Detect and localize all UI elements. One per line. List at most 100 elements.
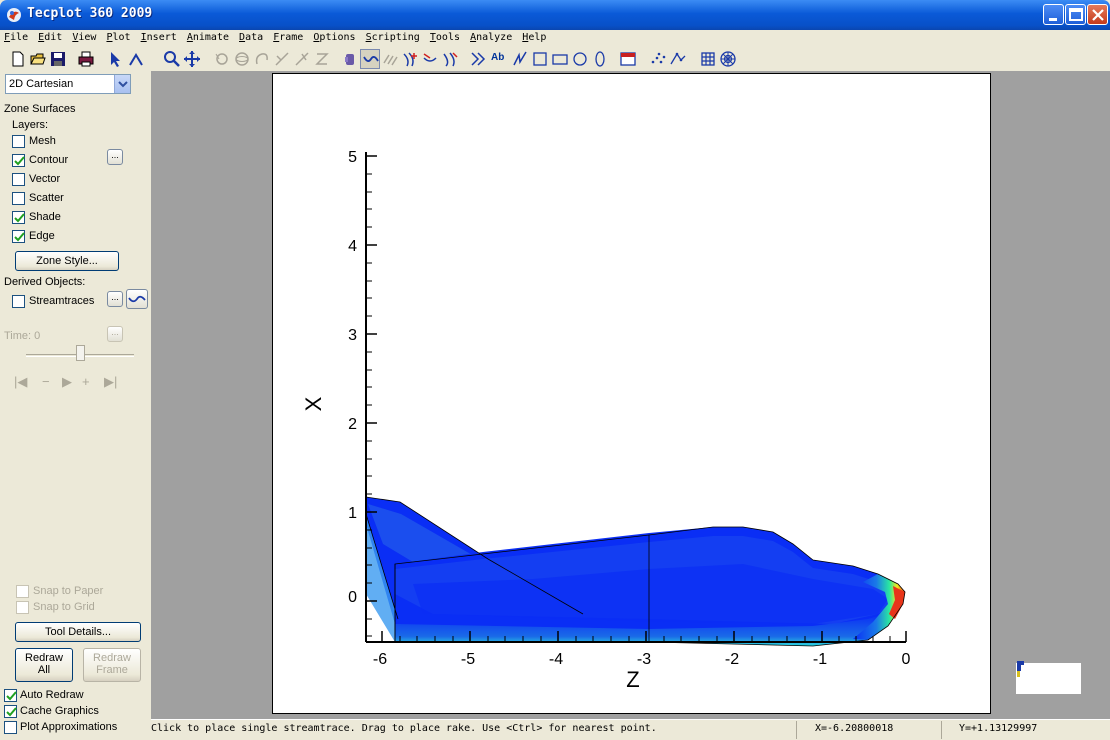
open-button[interactable] <box>28 49 48 69</box>
first-step-icon[interactable]: |◀ <box>14 374 28 389</box>
workspace[interactable]: 5 4 3 2 1 0 -6 -5 -4 -3 -2 -1 0 Z X <box>151 71 1110 719</box>
toolbar: Ab <box>0 47 1110 71</box>
streamtraces-details-button[interactable]: ... <box>107 291 123 307</box>
ellipse-tool[interactable] <box>590 49 610 69</box>
plot-frame[interactable]: 5 4 3 2 1 0 -6 -5 -4 -3 -2 -1 0 Z X <box>272 73 991 714</box>
contour-remove-tool[interactable] <box>420 49 440 69</box>
x-tick-label: -2 <box>725 651 739 668</box>
contour-label-tool[interactable] <box>440 49 460 69</box>
sidebar: 2D Cartesian Zone Surfaces Layers: Mesh … <box>0 71 151 740</box>
contour-add-tool[interactable] <box>400 49 420 69</box>
shade-checkbox[interactable] <box>12 211 25 224</box>
snap-to-grid-checkbox[interactable] <box>16 601 29 614</box>
mesh-checkbox[interactable] <box>12 135 25 148</box>
twist-z-tool[interactable] <box>312 49 332 69</box>
grid-tool[interactable] <box>698 49 718 69</box>
menu-frame[interactable]: Frame <box>273 32 304 43</box>
redraw-all-button[interactable]: Redraw All <box>15 648 73 682</box>
chevron-down-icon[interactable] <box>114 75 130 93</box>
status-divider <box>941 721 942 739</box>
roller-ball-tool[interactable] <box>252 49 272 69</box>
minimize-button[interactable] <box>1043 4 1064 25</box>
contour-checkbox[interactable] <box>12 154 25 167</box>
menu-data[interactable]: Data <box>239 32 264 43</box>
twist-y-tool[interactable] <box>292 49 312 69</box>
twist-x-tool[interactable] <box>272 49 292 69</box>
dots-icon <box>651 52 666 64</box>
line-zone-icon <box>670 52 686 65</box>
step-forward-icon[interactable]: + <box>82 374 90 389</box>
save-button[interactable] <box>48 49 68 69</box>
last-step-icon[interactable]: ▶| <box>104 374 118 389</box>
tecplot-app-icon[interactable] <box>6 7 22 23</box>
time-details-button[interactable]: ... <box>107 326 123 342</box>
grid-icon <box>701 52 715 66</box>
probe-hand-icon <box>345 54 354 65</box>
rotate-tool[interactable] <box>212 49 232 69</box>
translate-tool[interactable] <box>182 49 202 69</box>
edge-checkbox[interactable] <box>12 230 25 243</box>
step-back-icon[interactable]: − <box>42 374 50 389</box>
add-zone-tool[interactable] <box>648 49 668 69</box>
probe-tool[interactable] <box>340 49 360 69</box>
menu-view[interactable]: View <box>72 32 97 43</box>
zone-style-button[interactable]: Zone Style... <box>15 251 119 271</box>
frame-tool[interactable] <box>618 49 638 69</box>
cache-graphics-checkbox[interactable] <box>4 705 17 718</box>
contour-details-button[interactable]: ... <box>107 149 123 165</box>
menu-scripting[interactable]: Scripting <box>365 32 420 43</box>
menu-plot[interactable]: Plot <box>106 32 131 43</box>
menu-help[interactable]: Help <box>522 32 547 43</box>
menu-options[interactable]: Options <box>313 32 356 43</box>
streamtrace-rake-tool[interactable] <box>380 49 400 69</box>
nose-hot-region <box>853 574 905 640</box>
streamtrace-placement-button[interactable] <box>126 289 148 309</box>
plot-approximations-checkbox[interactable] <box>4 721 17 734</box>
layers-label: Layers: <box>12 119 49 131</box>
mini-frame[interactable] <box>1016 663 1081 694</box>
vector-checkbox[interactable] <box>12 173 25 186</box>
redraw-frame-button[interactable]: Redraw Frame <box>83 648 141 682</box>
square-tool[interactable] <box>530 49 550 69</box>
slice-tool[interactable] <box>468 49 488 69</box>
maximize-button[interactable] <box>1065 4 1086 25</box>
adjustor-tool[interactable] <box>126 49 146 69</box>
scatter-label: Scatter <box>29 192 64 204</box>
rotate-icon <box>215 53 228 65</box>
menu-insert[interactable]: Insert <box>140 32 177 43</box>
menu-edit[interactable]: Edit <box>38 32 63 43</box>
streamtrace-icon <box>128 295 146 303</box>
new-layout-button[interactable] <box>8 49 28 69</box>
print-button[interactable] <box>76 49 96 69</box>
vector-label: Vector <box>29 173 61 185</box>
add-line-zone-tool[interactable] <box>668 49 688 69</box>
plot-type-select[interactable]: 2D Cartesian <box>5 74 131 94</box>
window-title: Tecplot 360 2009 <box>27 6 153 21</box>
menu-animate[interactable]: Animate <box>186 32 229 43</box>
auto-redraw-checkbox[interactable] <box>4 689 17 702</box>
circle-tool[interactable] <box>570 49 590 69</box>
polar-grid-tool[interactable] <box>718 49 738 69</box>
time-slider-thumb[interactable] <box>76 345 85 361</box>
polyline-tool[interactable] <box>510 49 530 69</box>
menu-tools[interactable]: Tools <box>429 32 460 43</box>
streamtrace-tool[interactable] <box>360 49 380 69</box>
rectangle-tool[interactable] <box>550 49 570 69</box>
save-disk-icon <box>51 52 65 66</box>
plot-canvas[interactable]: 5 4 3 2 1 0 -6 -5 -4 -3 -2 -1 0 Z X <box>273 74 990 713</box>
maximize-icon <box>1069 8 1083 21</box>
snap-to-paper-checkbox[interactable] <box>16 585 29 598</box>
selector-tool[interactable] <box>106 49 126 69</box>
play-icon[interactable]: ▶ <box>62 374 72 389</box>
text-tool[interactable]: Ab <box>490 49 510 69</box>
tool-details-button[interactable]: Tool Details... <box>15 622 141 642</box>
time-label: Time: 0 <box>4 330 41 342</box>
spherical-rotate-tool[interactable] <box>232 49 252 69</box>
zoom-tool[interactable] <box>162 49 182 69</box>
menu-analyze[interactable]: Analyze <box>470 32 513 43</box>
streamtraces-checkbox[interactable] <box>12 295 25 308</box>
menu-file[interactable]: File <box>4 32 29 43</box>
scatter-checkbox[interactable] <box>12 192 25 205</box>
streamtrace-icon <box>363 56 379 62</box>
close-button[interactable] <box>1087 4 1108 25</box>
